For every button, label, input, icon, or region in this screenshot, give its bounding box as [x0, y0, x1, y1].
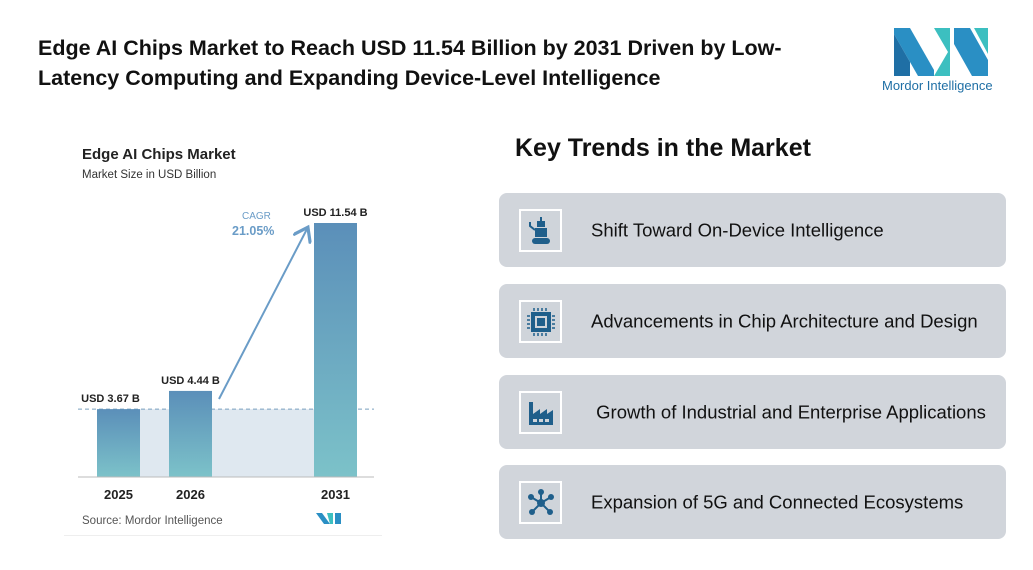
x-tick-label: 2026	[176, 487, 205, 502]
logo-text: Mordor Intelligence	[882, 78, 993, 93]
cagr-label: CAGR	[242, 211, 271, 222]
trend-label: Expansion of 5G and Connected Ecosystems	[591, 491, 964, 513]
trend-card: Shift Toward On-Device Intelligence	[499, 193, 1006, 267]
shaded-area	[140, 409, 314, 477]
robot-icon	[519, 209, 562, 252]
factory-icon	[519, 391, 562, 434]
trend-card: Growth of Industrial and Enterprise Appl…	[499, 375, 1006, 449]
trend-label: Advancements in Chip Architecture and De…	[591, 310, 978, 332]
bar-chart: Edge AI Chips Market Market Size in USD …	[78, 146, 374, 527]
cagr-arrow	[218, 229, 307, 400]
page-title: Edge AI Chips Market to Reach USD 11.54 …	[38, 36, 782, 90]
trend-label: Shift Toward On-Device Intelligence	[591, 219, 884, 241]
bar-2031	[314, 223, 357, 477]
trend-card: Expansion of 5G and Connected Ecosystems	[499, 465, 1006, 539]
chart-title: Edge AI Chips Market	[82, 146, 236, 163]
cagr-value: 21.05%	[232, 224, 274, 238]
data-label: USD 3.67 B	[81, 393, 140, 405]
network-hub-icon	[519, 481, 562, 524]
trend-card: Advancements in Chip Architecture and De…	[499, 284, 1006, 358]
chart-source: Source: Mordor Intelligence	[82, 515, 223, 527]
trend-label: Growth of Industrial and Enterprise Appl…	[591, 401, 986, 423]
trends-title: Key Trends in the Market	[515, 134, 811, 162]
x-tick-label: 2025	[104, 487, 133, 502]
bar-2025	[97, 409, 140, 477]
data-label: USD 4.44 B	[161, 375, 220, 387]
chart-subtitle: Market Size in USD Billion	[82, 169, 216, 181]
chart-card: Edge AI Chips Market Market Size in USD …	[64, 133, 382, 536]
chip-icon	[519, 300, 562, 343]
mordor-intelligence-logo	[894, 28, 988, 76]
x-tick-label: 2031	[321, 487, 350, 502]
data-label: USD 11.54 B	[303, 207, 367, 219]
bar-2026	[169, 390, 212, 477]
source-logo-icon	[316, 513, 341, 524]
